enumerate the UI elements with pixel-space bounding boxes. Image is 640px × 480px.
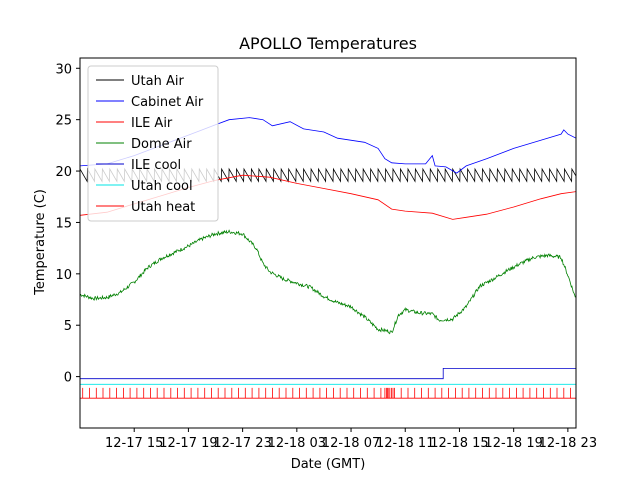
y-tick-label: 10 — [55, 268, 72, 283]
x-tick-label: 12-17 23 — [213, 436, 271, 451]
x-tick-label: 12-18 19 — [484, 436, 542, 451]
ile-cool-line — [80, 368, 576, 380]
y-tick-label: 5 — [64, 319, 72, 334]
legend-label-utah-cool: Utah cool — [131, 179, 193, 194]
dome-air-line — [80, 229, 576, 335]
legend-box — [87, 65, 219, 222]
legend-label-dome-air: Dome Air — [131, 137, 192, 152]
x-tick-label: 12-17 19 — [159, 436, 217, 451]
legend-label-utah-heat: Utah heat — [131, 200, 195, 215]
x-tick-label: 12-17 15 — [105, 436, 163, 451]
x-tick-label: 12-18 15 — [430, 436, 488, 451]
y-tick-label: 25 — [55, 114, 72, 129]
chart-title: APOLLO Temperatures — [239, 34, 417, 53]
legend-label-ile-cool: ILE cool — [131, 158, 181, 173]
legend-label-cabinet-air: Cabinet Air — [131, 95, 204, 110]
legend-label-ile-air: ILE Air — [131, 116, 173, 131]
y-tick-label: 0 — [64, 371, 72, 386]
y-tick-label: 20 — [55, 165, 72, 180]
y-tick-label: 30 — [55, 62, 72, 77]
x-tick-label: 12-18 07 — [322, 436, 380, 451]
x-tick-label: 12-18 23 — [539, 436, 597, 451]
legend: Utah Air Cabinet Air ILE Air Dome Air ILE co… — [87, 65, 219, 222]
x-tick-label: 12-18 03 — [268, 436, 326, 451]
x-tick-label: 12-18 11 — [376, 436, 434, 451]
y-tick-label: 15 — [55, 216, 72, 231]
plot-frame — [79, 57, 577, 429]
y-axis-label: Temperature (C) — [33, 189, 48, 296]
x-axis-label: Date (GMT) — [291, 457, 366, 472]
legend-label-utah-air: Utah Air — [131, 74, 184, 89]
utah-heat-line — [80, 387, 576, 399]
